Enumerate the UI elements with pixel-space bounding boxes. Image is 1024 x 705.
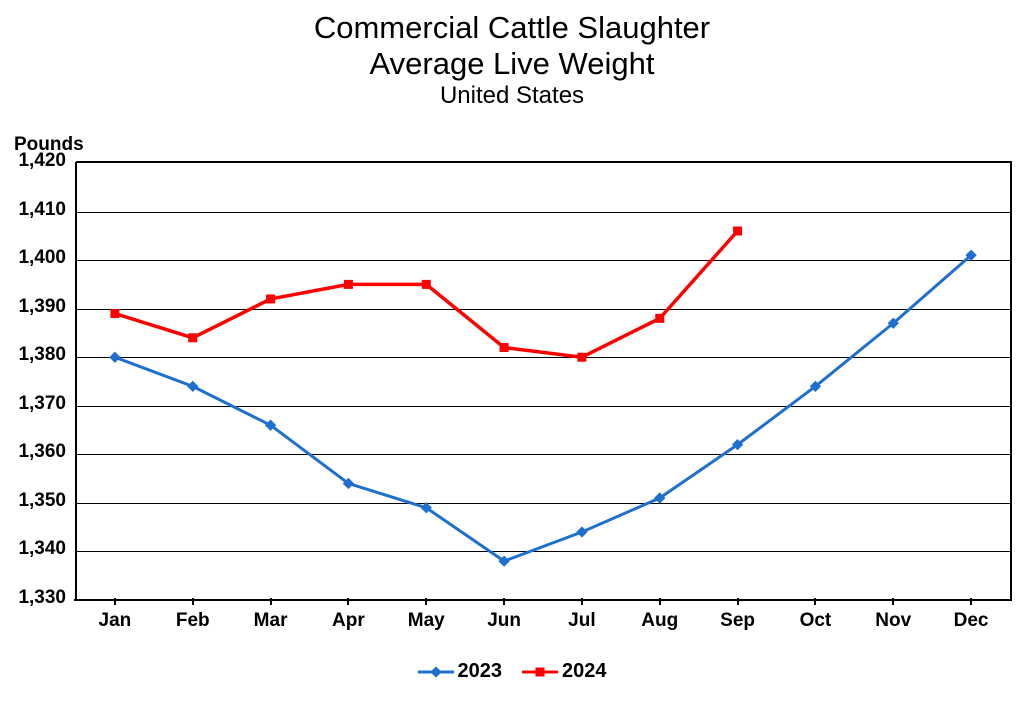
x-tick (270, 598, 272, 605)
legend-item-2024: 2024 (522, 660, 607, 683)
x-tick (503, 598, 505, 605)
legend-swatch (418, 665, 454, 679)
plot-area (76, 161, 1012, 600)
x-tick (425, 598, 427, 605)
x-tick-label: Aug (641, 610, 678, 632)
series-2024 (76, 163, 1010, 600)
y-tick-label: 1,410 (0, 199, 66, 221)
x-tick (192, 598, 194, 605)
x-tick (659, 598, 661, 605)
x-tick-label: Oct (800, 610, 832, 632)
title-block: Commercial Cattle Slaughter Average Live… (0, 0, 1024, 110)
x-tick-label: Dec (954, 610, 989, 632)
x-tick-label: Jan (99, 610, 132, 632)
legend-swatch (522, 665, 558, 679)
x-tick-label: Nov (875, 610, 911, 632)
subtitle: United States (0, 82, 1024, 110)
x-tick-label: Jun (487, 610, 521, 632)
legend-label: 2023 (458, 660, 503, 683)
x-tick (347, 598, 349, 605)
x-tick (737, 598, 739, 605)
x-tick-label: Apr (332, 610, 365, 632)
y-tick-label: 1,370 (0, 393, 66, 415)
y-tick-label: 1,420 (0, 150, 66, 172)
y-tick-label: 1,380 (0, 344, 66, 366)
y-tick-label: 1,400 (0, 247, 66, 269)
chart-container: Commercial Cattle Slaughter Average Live… (0, 0, 1024, 705)
y-tick-label: 1,350 (0, 490, 66, 512)
legend-item-2023: 2023 (418, 660, 503, 683)
x-tick-label: Feb (176, 610, 210, 632)
x-tick-label: Sep (720, 610, 755, 632)
x-tick (581, 598, 583, 605)
x-tick (970, 598, 972, 605)
y-tick-label: 1,390 (0, 296, 66, 318)
x-tick (114, 598, 116, 605)
y-tick-label: 1,330 (0, 587, 66, 609)
x-tick-label: Mar (254, 610, 288, 632)
x-tick (892, 598, 894, 605)
y-tick-label: 1,340 (0, 538, 66, 560)
x-tick-label: Jul (568, 610, 595, 632)
x-tick (814, 598, 816, 605)
legend: 2023 2024 (0, 660, 1024, 685)
y-tick-label: 1,360 (0, 441, 66, 463)
title-line-2: Average Live Weight (0, 46, 1024, 82)
x-tick-label: May (408, 610, 445, 632)
legend-label: 2024 (562, 660, 607, 683)
title-line-1: Commercial Cattle Slaughter (0, 10, 1024, 46)
